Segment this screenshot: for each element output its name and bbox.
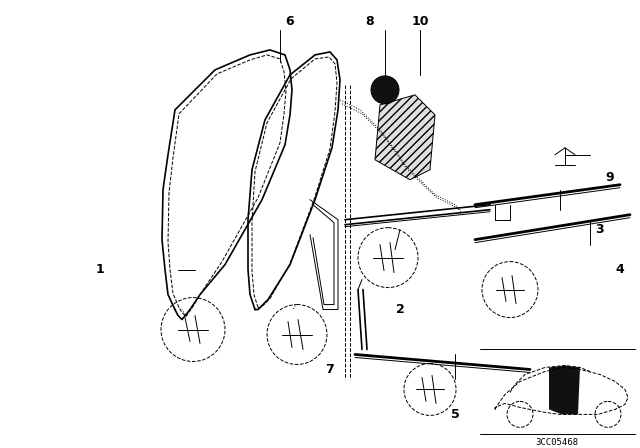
Text: 7: 7 [326,363,334,376]
Text: 1: 1 [95,263,104,276]
Text: 8: 8 [365,16,374,29]
Polygon shape [375,95,435,180]
Text: 3: 3 [596,223,604,236]
Text: 10: 10 [412,16,429,29]
Text: 4: 4 [616,263,625,276]
Text: 9: 9 [605,171,614,184]
Text: 2: 2 [396,303,404,316]
Text: 3CC05468: 3CC05468 [536,438,579,447]
Text: 5: 5 [451,408,460,421]
Text: 6: 6 [285,16,294,29]
Polygon shape [549,366,580,414]
Circle shape [371,76,399,104]
